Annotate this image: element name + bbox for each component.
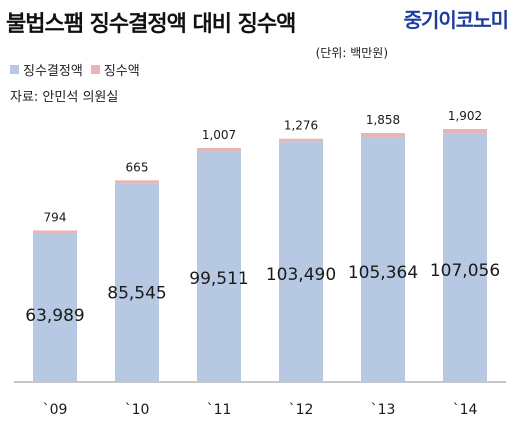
x-tick-label-0: `09 — [43, 402, 68, 418]
bar-collected-5 — [443, 128, 487, 134]
bar-collected-1 — [115, 180, 159, 184]
legend-item-decided: 징수결정액 — [10, 60, 83, 79]
legend-swatch-decided — [10, 65, 19, 74]
chart-title: 불법스팸 징수결정액 대비 징수액 — [6, 12, 296, 37]
bar-collected-0 — [33, 230, 77, 234]
unit-label: (단위: 백만원) — [315, 46, 388, 60]
bar-decided-5 — [443, 133, 487, 382]
x-tick-label-1: `10 — [125, 402, 150, 418]
x-tick-label-5: `14 — [453, 402, 478, 418]
legend-swatch-collected — [90, 65, 100, 74]
legend: 징수결정액 징수액 — [10, 60, 148, 79]
data-label-collected-5: 1,902 — [448, 109, 482, 123]
bar-decided-2 — [197, 150, 241, 382]
legend-label-collected: 징수액 — [103, 64, 140, 79]
data-label-collected-0: 794 — [44, 210, 67, 224]
data-label-decided-1: 85,545 — [107, 284, 166, 304]
data-label-decided-4: 105,364 — [348, 263, 418, 283]
data-label-decided-5: 107,056 — [430, 261, 500, 281]
bar-decided-1 — [115, 183, 159, 382]
bar-collected-4 — [361, 133, 405, 138]
source-note: 자료: 안민석 의원실 — [10, 90, 119, 105]
x-tick-label-4: `13 — [371, 402, 396, 418]
bar-collected-2 — [197, 147, 241, 151]
data-label-decided-3: 103,490 — [266, 265, 336, 285]
legend-label-decided: 징수결정액 — [23, 64, 83, 79]
brand-logo-text: 중기이코노미 — [403, 8, 509, 32]
data-label-collected-3: 1,276 — [284, 119, 318, 133]
bar-collected-3 — [279, 138, 323, 142]
data-label-collected-2: 1,007 — [202, 128, 236, 142]
data-label-collected-1: 665 — [126, 160, 149, 174]
bar-decided-0 — [33, 233, 77, 382]
data-label-collected-4: 1,858 — [366, 113, 400, 127]
legend-item-collected: 징수액 — [90, 60, 140, 79]
data-label-decided-0: 63,989 — [25, 306, 84, 326]
x-tick-label-3: `12 — [289, 402, 314, 418]
bar-decided-3 — [279, 141, 323, 382]
data-label-decided-2: 99,511 — [189, 269, 248, 289]
x-tick-label-2: `11 — [207, 402, 232, 418]
bar-decided-4 — [361, 137, 405, 382]
